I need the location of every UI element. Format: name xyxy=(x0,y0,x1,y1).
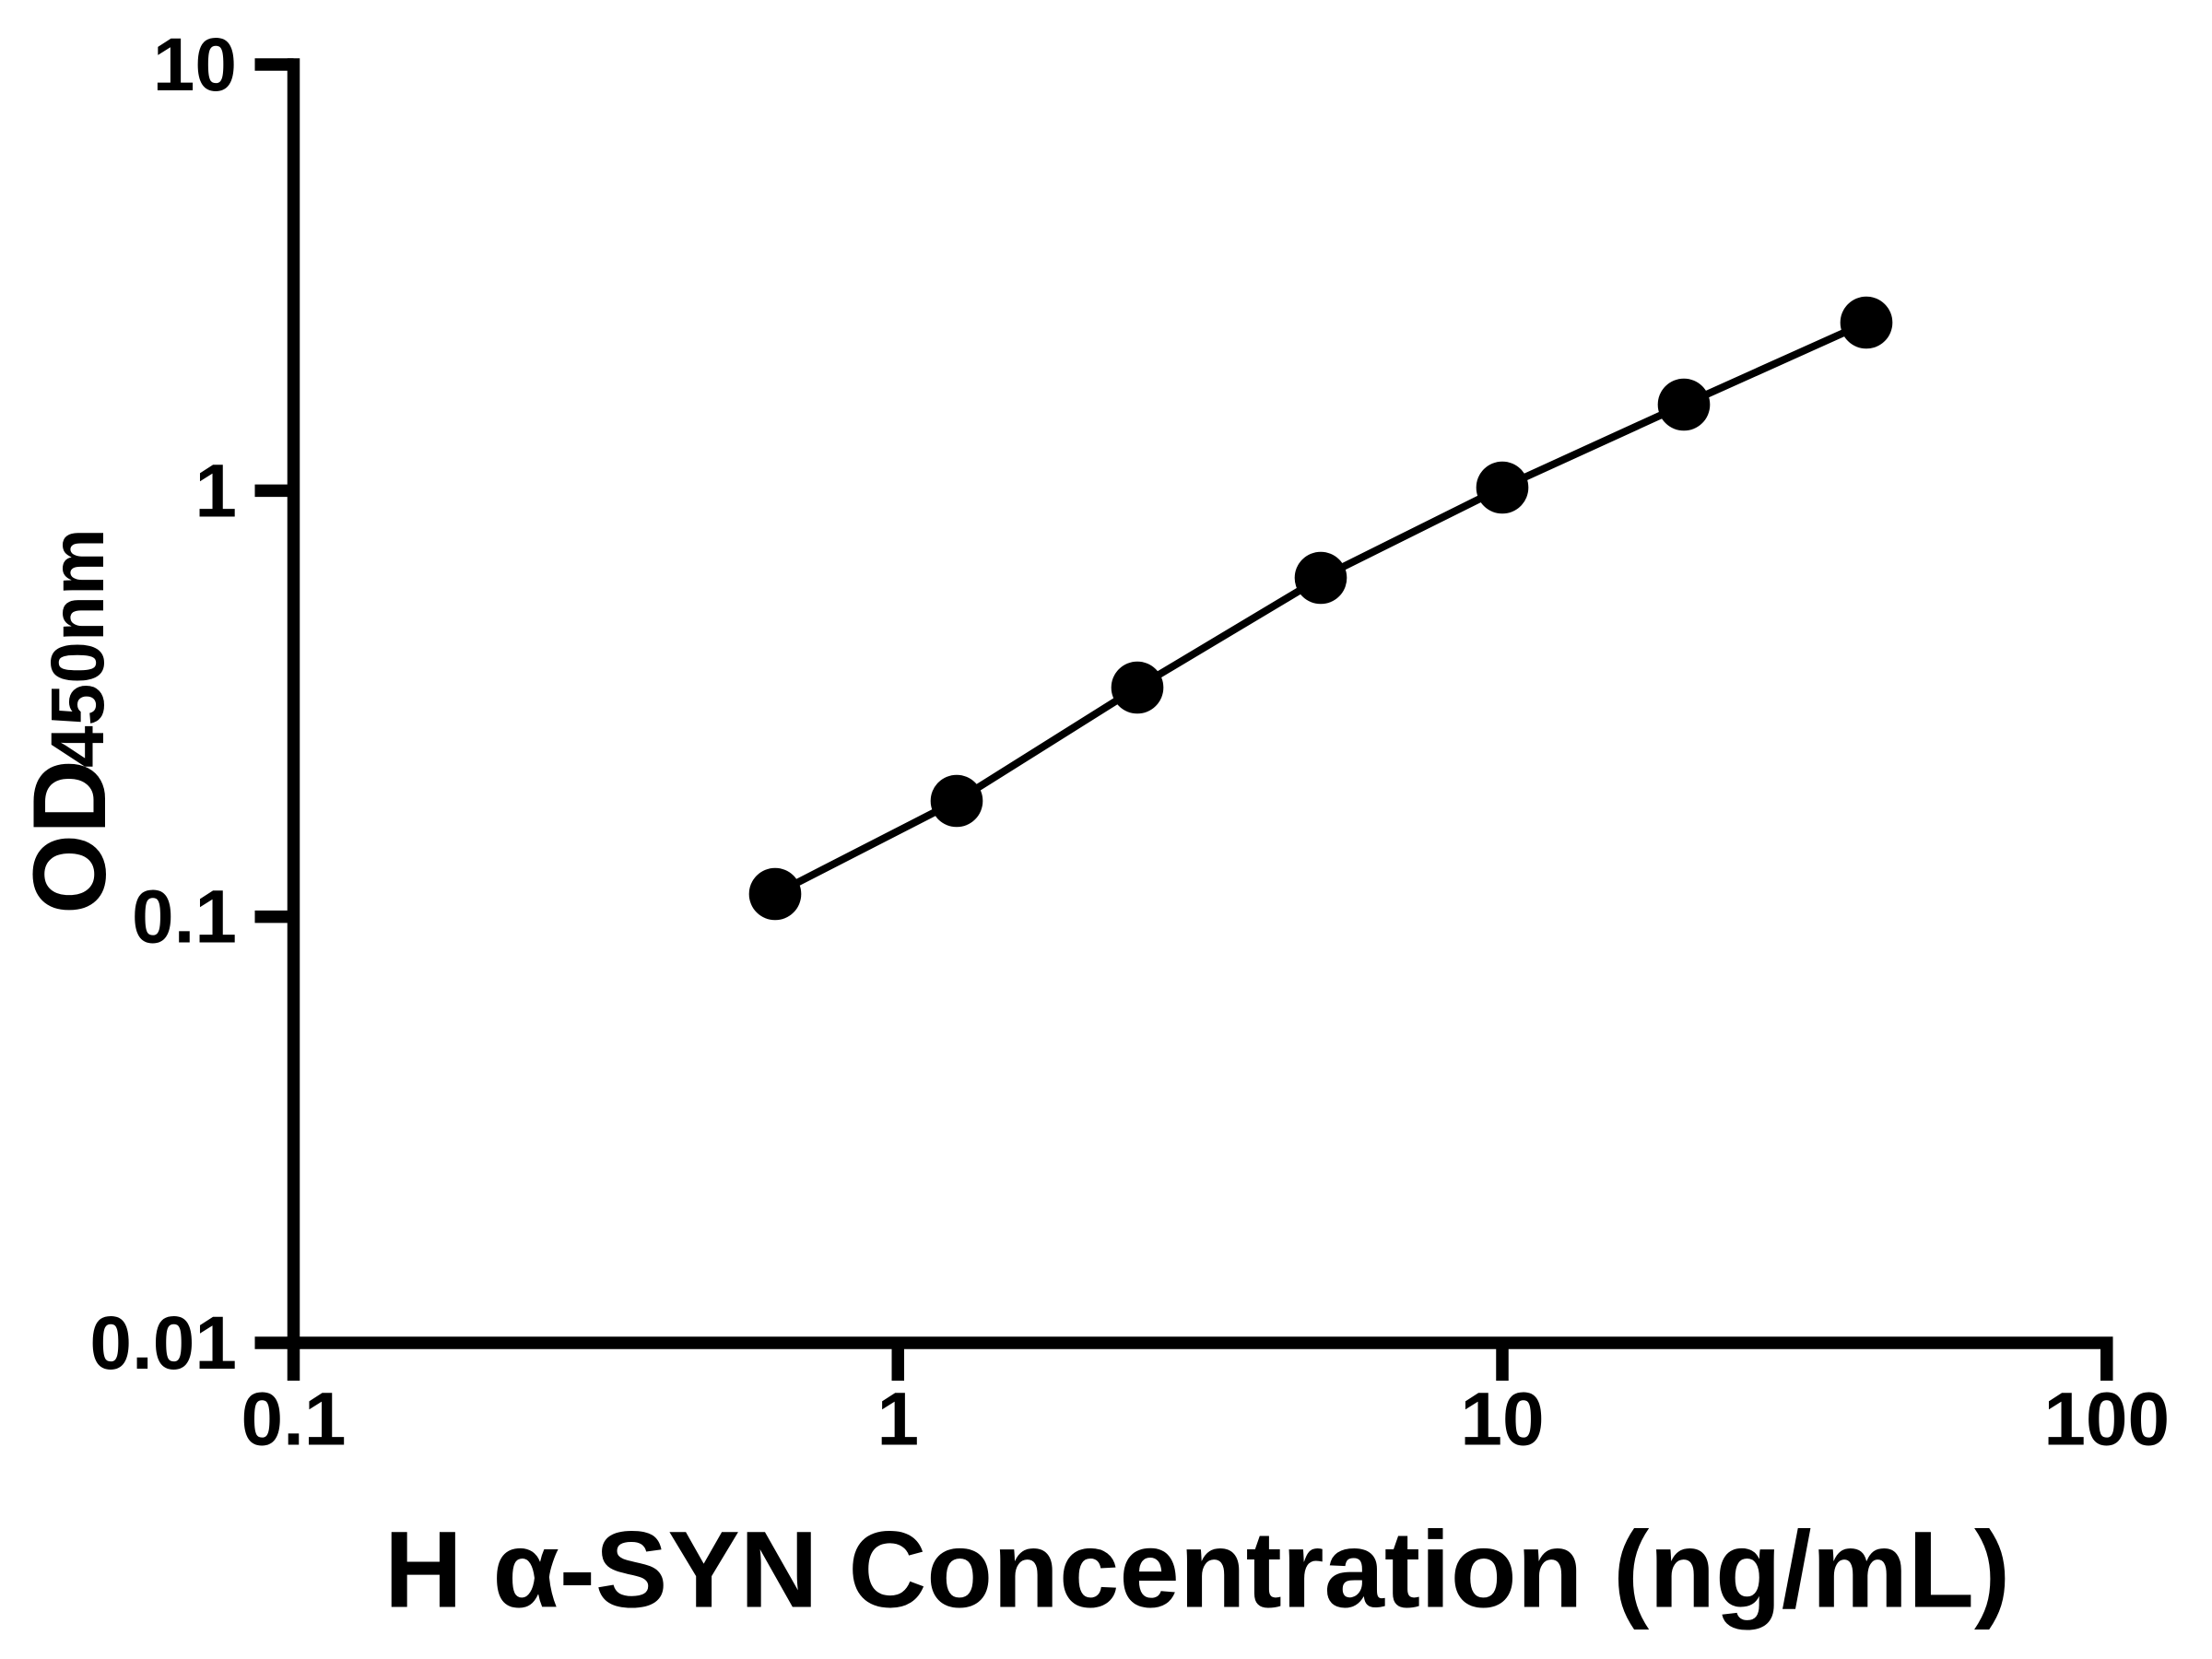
svg-text:1: 1 xyxy=(194,449,237,533)
svg-text:H α-SYN Concentration (ng/mL): H α-SYN Concentration (ng/mL) xyxy=(384,1510,2010,1630)
svg-text:100: 100 xyxy=(2043,1378,2170,1462)
svg-text:1: 1 xyxy=(877,1378,919,1462)
svg-text:0.01: 0.01 xyxy=(89,1301,237,1385)
svg-text:OD: OD xyxy=(12,759,127,914)
svg-text:10: 10 xyxy=(153,23,237,107)
svg-text:0.1: 0.1 xyxy=(132,876,237,959)
svg-text:450nm: 450nm xyxy=(36,528,120,768)
svg-text:0.1: 0.1 xyxy=(241,1378,347,1462)
svg-text:10: 10 xyxy=(1460,1378,1544,1462)
